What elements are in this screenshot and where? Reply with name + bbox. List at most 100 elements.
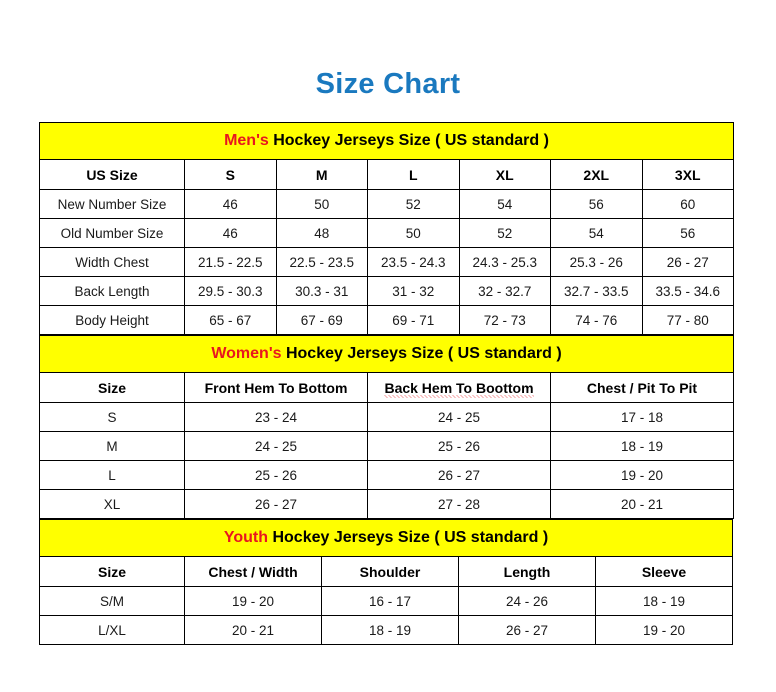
mens-cell-0-1: 50	[275, 189, 368, 219]
youth-size-table: Youth Hockey Jerseys Size ( US standard …	[38, 519, 734, 645]
youth-cell-1-1: 18 - 19	[321, 615, 459, 645]
mens-cell-2-0: 21.5 - 22.5	[184, 247, 277, 277]
youth-cell-0-2: 24 - 26	[458, 586, 596, 616]
womens-size-table: Women's Hockey Jerseys Size ( US standar…	[39, 335, 734, 519]
mens-cell-2-2: 23.5 - 24.3	[367, 247, 460, 277]
mens-col-header-4: XL	[458, 159, 551, 190]
table-row: New Number Size 46 50 52 54 56 60	[39, 189, 734, 219]
mens-col-header-0: US Size	[39, 159, 185, 190]
mens-cell-3-0: 29.5 - 30.3	[184, 276, 277, 306]
mens-cell-1-4: 54	[550, 218, 643, 248]
mens-row-label-4: Body Height	[39, 305, 185, 335]
womens-heading-rest: Hockey Jerseys Size ( US standard )	[281, 345, 562, 362]
mens-cell-3-1: 30.3 - 31	[275, 276, 368, 306]
mens-cell-4-5: 77 - 80	[641, 305, 734, 335]
youth-col-header-1: Chest / Width	[184, 556, 322, 587]
womens-cell-2-0: 25 - 26	[184, 460, 368, 490]
mens-heading-accent: Men's	[224, 132, 269, 149]
mens-row-label-1: Old Number Size	[39, 218, 185, 248]
mens-cell-2-3: 24.3 - 25.3	[458, 247, 551, 277]
youth-heading-rest: Hockey Jerseys Size ( US standard )	[268, 529, 549, 546]
mens-row-label-2: Width Chest	[39, 247, 185, 277]
mens-cell-0-4: 56	[550, 189, 643, 219]
womens-row-label-3: XL	[39, 489, 185, 519]
mens-cell-0-0: 46	[184, 189, 277, 219]
table-row: L 25 - 26 26 - 27 19 - 20	[39, 460, 734, 490]
womens-col-header-2: Back Hem To Boottom	[367, 372, 551, 403]
youth-col-header-2: Shoulder	[321, 556, 459, 587]
womens-cell-1-0: 24 - 25	[184, 431, 368, 461]
youth-row-label-1: L/XL	[39, 615, 185, 645]
table-row: S 23 - 24 24 - 25 17 - 18	[39, 402, 734, 432]
mens-cell-1-5: 56	[641, 218, 734, 248]
womens-row-label-1: M	[39, 431, 185, 461]
youth-row-label-0: S/M	[39, 586, 185, 616]
youth-cell-0-3: 18 - 19	[594, 586, 734, 616]
youth-col-header-0: Size	[39, 556, 185, 587]
womens-column-header-row: Size Front Hem To Bottom Back Hem To Boo…	[39, 372, 734, 403]
mens-cell-4-4: 74 - 76	[550, 305, 643, 335]
mens-cell-1-1: 48	[275, 218, 368, 248]
mens-col-header-5: 2XL	[550, 159, 643, 190]
womens-col-header-2-text: Back Hem To Boottom	[384, 379, 534, 398]
youth-heading-accent: Youth	[223, 529, 269, 546]
table-row: M 24 - 25 25 - 26 18 - 19	[39, 431, 734, 461]
table-row: L/XL 20 - 21 18 - 19 26 - 27 19 - 20	[39, 615, 734, 645]
mens-section-header-row: Men's Hockey Jerseys Size ( US standard …	[39, 122, 734, 160]
womens-row-label-2: L	[39, 460, 185, 490]
mens-cell-0-5: 60	[641, 189, 734, 219]
womens-cell-3-0: 26 - 27	[184, 489, 368, 519]
womens-cell-0-2: 17 - 18	[550, 402, 734, 432]
womens-cell-1-1: 25 - 26	[367, 431, 551, 461]
mens-col-header-1: S	[184, 159, 277, 190]
youth-column-header-row: Size Chest / Width Shoulder Length Sleev…	[39, 556, 734, 587]
mens-cell-3-4: 32.7 - 33.5	[550, 276, 643, 306]
mens-size-table: Men's Hockey Jerseys Size ( US standard …	[39, 122, 734, 335]
mens-cell-3-5: 33.5 - 34.6	[641, 276, 734, 306]
size-tables-container: Men's Hockey Jerseys Size ( US standard …	[38, 122, 734, 645]
womens-section-header: Women's Hockey Jerseys Size ( US standar…	[39, 335, 734, 373]
mens-cell-2-1: 22.5 - 23.5	[275, 247, 368, 277]
table-row: Width Chest 21.5 - 22.5 22.5 - 23.5 23.5…	[39, 247, 734, 277]
table-row: XL 26 - 27 27 - 28 20 - 21	[39, 489, 734, 519]
womens-cell-3-1: 27 - 28	[367, 489, 551, 519]
mens-cell-4-0: 65 - 67	[184, 305, 277, 335]
mens-cell-1-3: 52	[458, 218, 551, 248]
mens-col-header-3: L	[367, 159, 460, 190]
youth-cell-1-3: 19 - 20	[594, 615, 734, 645]
mens-cell-2-4: 25.3 - 26	[550, 247, 643, 277]
mens-section-header: Men's Hockey Jerseys Size ( US standard …	[39, 122, 734, 160]
womens-col-header-1: Front Hem To Bottom	[184, 372, 368, 403]
table-row: Body Height 65 - 67 67 - 69 69 - 71 72 -…	[39, 305, 734, 335]
mens-row-label-0: New Number Size	[39, 189, 185, 219]
mens-col-header-2: M	[275, 159, 368, 190]
womens-row-label-0: S	[39, 402, 185, 432]
youth-col-header-3: Length	[458, 556, 596, 587]
womens-cell-0-0: 23 - 24	[184, 402, 368, 432]
womens-heading-accent: Women's	[211, 345, 282, 362]
mens-cell-3-2: 31 - 32	[367, 276, 460, 306]
womens-cell-2-1: 26 - 27	[367, 460, 551, 490]
mens-cell-4-3: 72 - 73	[458, 305, 551, 335]
womens-col-header-3: Chest / Pit To Pit	[550, 372, 734, 403]
youth-cell-0-0: 19 - 20	[184, 586, 322, 616]
mens-cell-0-2: 52	[367, 189, 460, 219]
mens-cell-3-3: 32 - 32.7	[458, 276, 551, 306]
youth-section-header: Youth Hockey Jerseys Size ( US standard …	[38, 519, 734, 557]
youth-cell-1-0: 20 - 21	[184, 615, 322, 645]
youth-cell-1-2: 26 - 27	[458, 615, 596, 645]
mens-cell-4-2: 69 - 71	[367, 305, 460, 335]
youth-cell-0-1: 16 - 17	[321, 586, 459, 616]
mens-cell-1-0: 46	[184, 218, 277, 248]
mens-column-header-row: US Size S M L XL 2XL 3XL	[39, 159, 734, 190]
youth-section-header-row: Youth Hockey Jerseys Size ( US standard …	[38, 519, 734, 557]
mens-heading-rest: Hockey Jerseys Size ( US standard )	[268, 132, 549, 149]
mens-cell-1-2: 50	[367, 218, 460, 248]
womens-col-header-0: Size	[39, 372, 185, 403]
table-row: Back Length 29.5 - 30.3 30.3 - 31 31 - 3…	[39, 276, 734, 306]
mens-col-header-6: 3XL	[641, 159, 734, 190]
womens-cell-0-1: 24 - 25	[367, 402, 551, 432]
table-row: S/M 19 - 20 16 - 17 24 - 26 18 - 19	[39, 586, 734, 616]
womens-cell-2-2: 19 - 20	[550, 460, 734, 490]
